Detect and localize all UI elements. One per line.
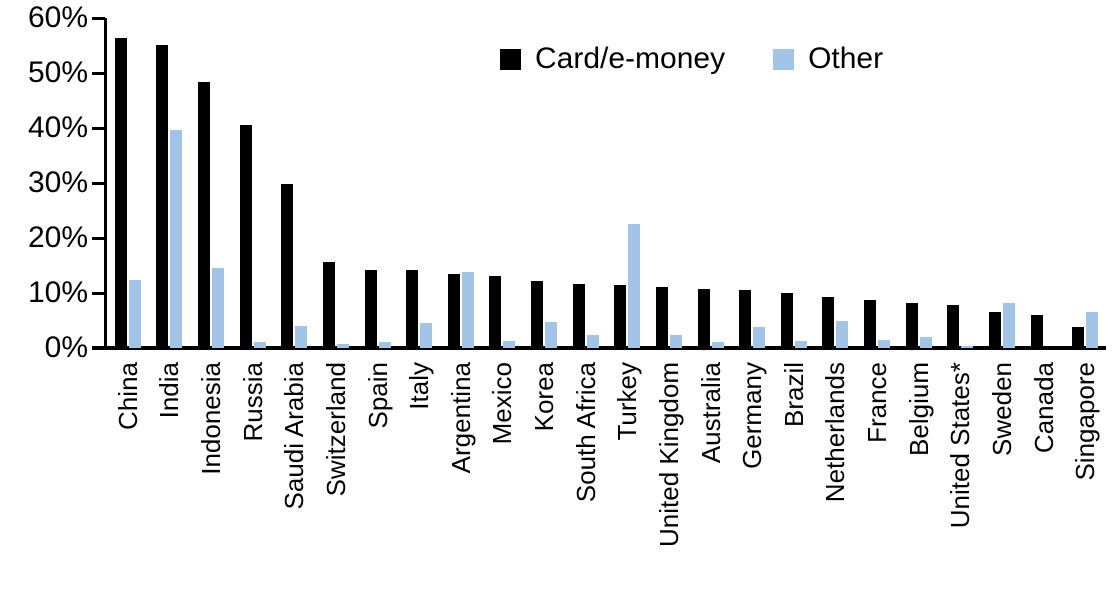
bar-other-italy [420,323,433,348]
bar-other-china [128,280,141,348]
x-axis-line [92,346,1106,350]
y-axis-tick-label: 40% [27,111,88,144]
x-axis-category-label: Russia [237,362,268,442]
bar-other-sweden [1002,303,1015,348]
x-axis-category-label: Spain [362,362,393,429]
x-axis-category-label: Italy [404,362,435,410]
bar-card-e-money-united-states [947,305,960,348]
legend-label-other: Other [808,42,884,75]
bar-other-russia [253,342,266,348]
bar-other-south-africa [586,335,599,348]
y-axis-tick [92,72,105,75]
bar-other-belgium [919,337,932,348]
bar-card-e-money-singapore [1072,327,1085,348]
bar-other-netherlands [836,321,849,348]
y-axis-tick-label: 10% [27,276,88,309]
bar-card-e-money-spain [364,270,377,348]
bar-card-e-money-korea [531,281,544,348]
bar-other-india [170,130,183,348]
bar-card-e-money-brazil [780,293,793,348]
bar-other-australia [711,342,724,348]
bar-card-e-money-indonesia [198,82,211,348]
bar-card-e-money-france [864,300,877,348]
bar-other-spain [378,342,391,348]
x-axis-category-label: Switzerland [320,362,351,497]
bar-card-e-money-south-africa [572,284,585,348]
x-axis-category-label: Turkey [612,362,643,441]
legend-swatch-card-e-money [500,48,521,70]
bar-other-brazil [794,341,807,348]
x-axis-category-label: Indonesia [196,362,227,475]
bar-card-e-money-saudi-arabia [281,184,294,348]
bar-other-singapore [1086,312,1099,348]
bar-other-korea [545,322,558,348]
y-axis-tick [92,127,105,130]
legend-swatch-other [773,48,795,70]
bar-other-united-states [961,346,974,348]
x-axis-category-label: Germany [737,362,768,469]
bar-other-indonesia [212,268,225,348]
x-axis-category-label: Saudi Arabia [279,362,310,510]
y-axis-tick-label: 50% [27,56,88,89]
bar-other-argentina [461,272,474,348]
y-axis-tick-label: 20% [27,221,88,254]
x-axis-category-label: South Africa [570,362,601,503]
bar-other-germany [753,327,766,348]
bar-card-e-money-china [114,38,127,348]
x-axis-category-label: United States* [945,362,976,529]
bar-card-e-money-turkey [614,285,627,348]
bar-other-united-kingdom [669,335,682,348]
bar-other-mexico [503,341,516,348]
x-axis-category-label: China [112,362,143,430]
bar-card-e-money-argentina [447,274,460,348]
y-axis-tick [92,17,105,20]
y-axis-tick [92,347,105,350]
bar-card-e-money-belgium [905,303,918,348]
x-axis-category-label: Australia [695,362,726,464]
x-axis-category-label: Brazil [778,362,809,428]
bar-card-e-money-india [156,45,169,348]
bar-card-e-money-sweden [988,312,1001,348]
x-axis-category-label: Singapore [1070,362,1101,481]
x-axis-category-label: Canada [1028,362,1059,454]
x-axis-category-label: Belgium [903,362,934,456]
bar-card-e-money-united-kingdom [655,287,668,348]
bar-other-switzerland [336,344,349,348]
bar-card-e-money-canada [1030,315,1043,348]
bar-other-saudi-arabia [295,326,308,348]
x-axis-category-label: India [154,362,185,419]
bar-card-e-money-australia [697,289,710,348]
x-axis-category-label: Sweden [986,362,1017,456]
bar-other-turkey [628,224,641,348]
bar-card-e-money-mexico [489,276,502,348]
legend-label-card-e-money: Card/e-money [535,42,726,75]
bar-card-e-money-italy [406,270,419,348]
y-axis-tick-label: 0% [44,331,88,364]
bar-card-e-money-switzerland [322,262,335,348]
y-axis-tick [92,292,105,295]
bar-other-france [878,340,891,348]
bar-card-e-money-germany [739,290,752,348]
x-axis-category-label: France [862,362,893,443]
x-axis-category-label: Netherlands [820,362,851,503]
x-axis-category-label: Argentina [445,362,476,474]
x-axis-category-label: Korea [529,362,560,432]
x-axis-category-label: Mexico [487,362,518,445]
y-axis-tick-label: 30% [27,166,88,199]
y-axis-tick-label: 60% [27,1,88,34]
legend: Card/e-money Other [500,42,883,76]
bar-card-e-money-netherlands [822,297,835,348]
y-axis-line [104,18,107,350]
y-axis-tick [92,237,105,240]
y-axis-tick [92,182,105,185]
x-axis-category-label: United Kingdom [653,362,684,547]
bar-card-e-money-russia [239,125,252,348]
